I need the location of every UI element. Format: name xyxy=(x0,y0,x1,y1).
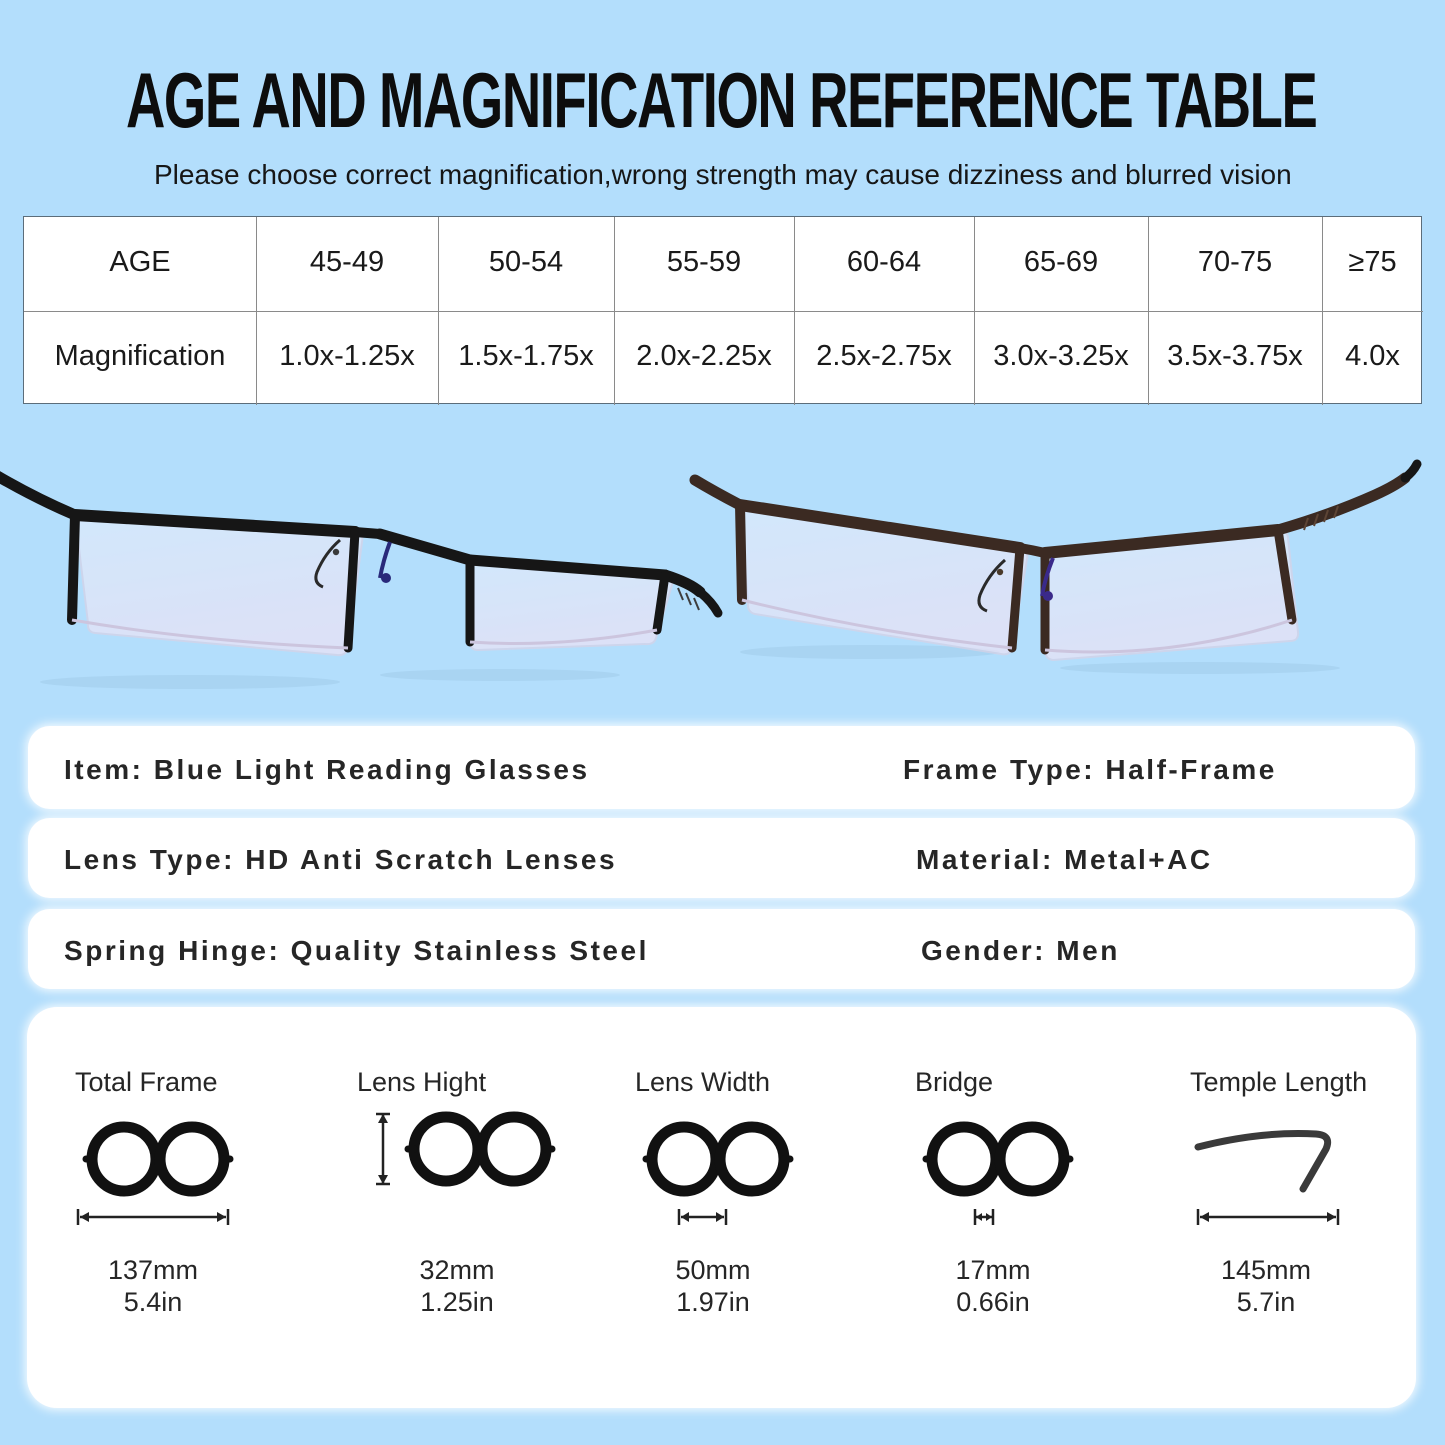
svg-text:145mm: 145mm xyxy=(1221,1255,1311,1285)
svg-text:1.97in: 1.97in xyxy=(676,1287,750,1317)
svg-text:137mm: 137mm xyxy=(108,1255,198,1285)
svg-text:17mm: 17mm xyxy=(955,1255,1030,1285)
svg-text:32mm: 32mm xyxy=(419,1255,494,1285)
svg-text:Lens Width: Lens Width xyxy=(635,1067,770,1097)
svg-text:5.4in: 5.4in xyxy=(124,1287,183,1317)
svg-text:Lens Hight: Lens Hight xyxy=(357,1067,487,1097)
svg-text:0.66in: 0.66in xyxy=(956,1287,1030,1317)
svg-text:5.7in: 5.7in xyxy=(1237,1287,1296,1317)
svg-text:50mm: 50mm xyxy=(675,1255,750,1285)
svg-text:Bridge: Bridge xyxy=(915,1067,993,1097)
svg-text:1.25in: 1.25in xyxy=(420,1287,494,1317)
svg-text:Temple Length: Temple Length xyxy=(1190,1067,1367,1097)
svg-text:Total Frame: Total Frame xyxy=(75,1067,218,1097)
